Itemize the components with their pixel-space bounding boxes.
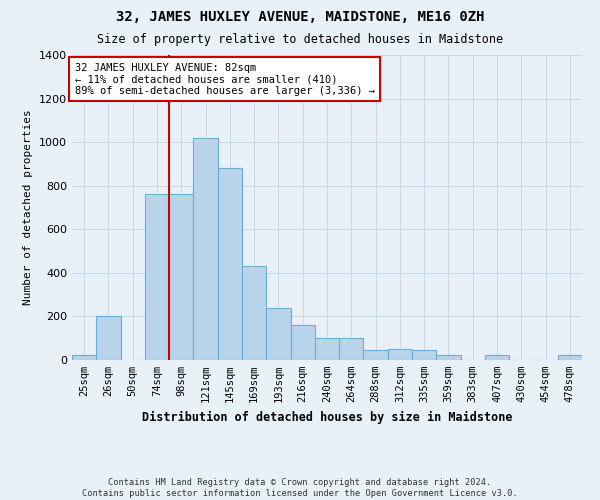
Bar [145,194,169,360]
Bar [96,316,121,360]
Bar [436,354,461,360]
Bar [315,338,339,360]
Bar [193,138,218,360]
Bar [169,194,193,360]
Bar [558,354,582,360]
X-axis label: Distribution of detached houses by size in Maidstone: Distribution of detached houses by size … [142,410,512,424]
Text: Size of property relative to detached houses in Maidstone: Size of property relative to detached ho… [97,32,503,46]
Text: Contains HM Land Registry data © Crown copyright and database right 2024.
Contai: Contains HM Land Registry data © Crown c… [82,478,518,498]
Bar [388,349,412,360]
Bar [290,325,315,360]
Bar [266,308,290,360]
Bar [364,350,388,360]
Text: 32 JAMES HUXLEY AVENUE: 82sqm
← 11% of detached houses are smaller (410)
89% of : 32 JAMES HUXLEY AVENUE: 82sqm ← 11% of d… [74,62,374,96]
Text: 32, JAMES HUXLEY AVENUE, MAIDSTONE, ME16 0ZH: 32, JAMES HUXLEY AVENUE, MAIDSTONE, ME16… [116,10,484,24]
Bar [72,354,96,360]
Y-axis label: Number of detached properties: Number of detached properties [23,110,34,306]
Bar [242,266,266,360]
Bar [218,168,242,360]
Bar [485,354,509,360]
Bar [412,350,436,360]
Bar [339,338,364,360]
